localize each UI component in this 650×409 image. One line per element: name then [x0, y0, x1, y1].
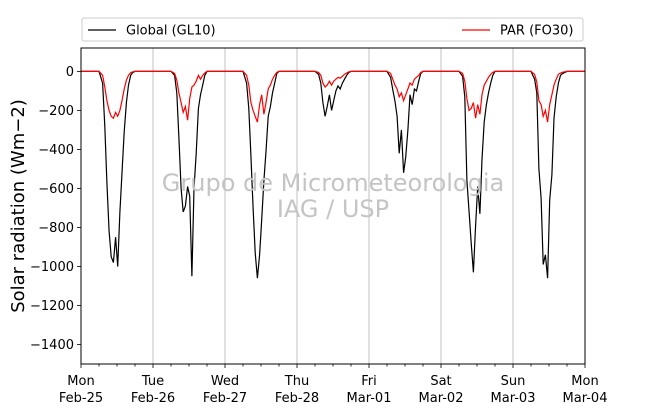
watermark-line-2: IAG / USP	[277, 195, 389, 223]
x-tick-label-date: Feb-25	[59, 391, 103, 406]
x-tick-label-day: Fri	[361, 374, 377, 389]
y-tick-label: −800	[38, 221, 74, 236]
vertical-grid	[152, 48, 514, 364]
x-tick-label-date: Mar-01	[347, 391, 392, 406]
y-axis-title: Solar radiation (Wm−2)	[8, 99, 29, 313]
x-tick-label-day: Tue	[141, 374, 164, 389]
y-axis: 0 −200 −400 −600 −800 −1000 −1200 −1400	[30, 65, 81, 353]
series-line-par	[81, 70, 585, 123]
x-axis: Mon Feb-25 Tue Feb-26 Wed Feb-27 Thu Feb-28 Fri M…	[59, 364, 608, 406]
y-tick-label: −600	[38, 182, 74, 197]
x-tick-label-day: Sat	[430, 374, 451, 389]
x-tick-label-date: Mar-02	[419, 391, 464, 406]
x-tick-label-day: Thu	[284, 374, 309, 389]
x-tick-label-day: Mon	[571, 374, 598, 389]
y-tick-label: −200	[38, 104, 74, 119]
y-tick-label: −400	[38, 143, 74, 158]
legend-box	[81, 17, 584, 42]
x-tick-label-day: Wed	[211, 374, 239, 389]
legend: Global (GL10) PAR (FO30)	[81, 17, 584, 42]
x-tick-label-date: Feb-28	[275, 391, 319, 406]
x-tick-label-date: Mar-04	[563, 391, 608, 406]
watermark: Grupo de Micrometeorologia IAG / USP	[162, 169, 504, 223]
legend-label-par: PAR (FO30)	[500, 24, 573, 39]
watermark-line-1: Grupo de Micrometeorologia	[162, 169, 504, 197]
legend-label-global: Global (GL10)	[126, 24, 216, 39]
y-tick-label: −1400	[30, 338, 74, 353]
x-tick-label-date: Mar-03	[491, 391, 536, 406]
y-tick-label: −1200	[30, 299, 74, 314]
x-tick-label-day: Sun	[501, 374, 526, 389]
y-tick-label: −1000	[30, 260, 74, 275]
y-tick-label: 0	[66, 65, 74, 80]
series-lines	[81, 70, 585, 279]
x-tick-label-day: Mon	[67, 374, 94, 389]
x-tick-label-date: Feb-26	[131, 391, 175, 406]
series-line-global	[81, 70, 585, 279]
x-tick-label-date: Feb-27	[203, 391, 247, 406]
